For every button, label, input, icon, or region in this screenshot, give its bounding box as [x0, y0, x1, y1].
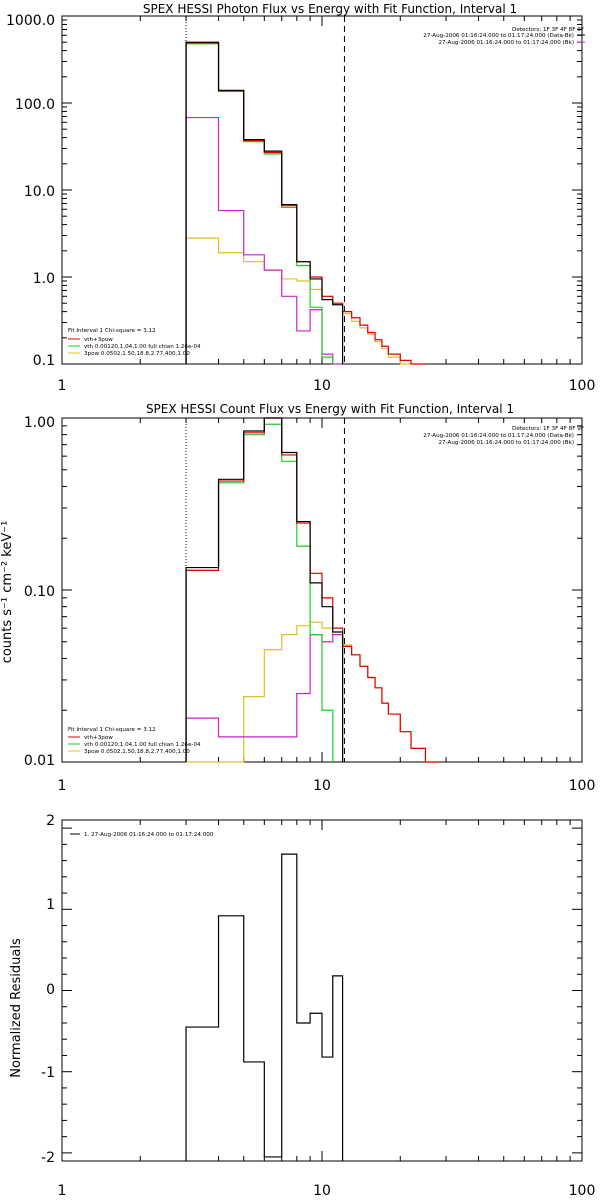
x-tick-1: 10 — [313, 778, 331, 794]
legend-top-entry-0: 27-Aug-2006 01:16:24.000 to 01:17:24.000… — [423, 433, 574, 439]
series-green-step — [185, 423, 334, 762]
series-yellow-step — [185, 237, 412, 365]
x-tick-2: 100 — [569, 778, 596, 794]
fit-legend-0: vth+3pow — [84, 735, 113, 741]
y-tick-0: 0.01 — [24, 753, 55, 769]
y-tick-3: 100.0 — [15, 97, 55, 113]
fit-legend-0: vth+3pow — [84, 337, 113, 343]
plot-frame — [61, 819, 583, 1162]
series-red-step — [185, 417, 439, 763]
series-black-step — [185, 853, 344, 1161]
x-tick-1: 10 — [313, 378, 331, 394]
series-yellow-step — [186, 621, 439, 763]
y-tick-2: 1.00 — [24, 415, 55, 431]
count-flux-panel: SPEX HESSI Count Flux vs Energy with Fit… — [0, 34, 596, 794]
y-axis-label: counts s⁻¹ cm⁻² keV⁻¹ — [0, 521, 15, 664]
x-tick-1: 10 — [313, 1183, 331, 1199]
x-tick-2: 100 — [569, 378, 596, 394]
photon-flux-title: SPEX HESSI Photon Flux vs Energy with Fi… — [143, 2, 517, 16]
y-tick-1: 1.0 — [33, 271, 55, 287]
series-green-step — [185, 43, 334, 364]
fit-header: Fit Interval 1 Chi-square = 3.12 — [68, 328, 156, 334]
y-tick-2: 10.0 — [24, 184, 55, 200]
fit-legend-2: 3pow 0.0502,1.50,18.8,2.77,400,1.00 — [84, 351, 190, 357]
residuals-legend-entry: 1. 27-Aug-2006 01:16:24.000 to 01:17:24.… — [84, 832, 214, 838]
legend-top-entry-1: 27-Aug-2006 01:16:24.000 to 01:17:24.000… — [438, 40, 574, 46]
y-tick-0: 0.1 — [33, 353, 55, 369]
x-tick-0: 1 — [58, 778, 67, 794]
fit-legend-1: vth 0.00120,1.04,1.00 full chian 1.26e-0… — [84, 344, 201, 350]
y-tick-4: 2 — [46, 813, 55, 829]
y-tick-0: -2 — [41, 1150, 55, 1166]
fit-header: Fit Interval 1 Chi-square = 3.12 — [68, 727, 156, 733]
fit-legend-2: 3pow 0.0502,1.50,18.8,2.77,400,1.00 — [84, 749, 190, 755]
fit-legend-1: vth 0.00120,1.04,1.00 full chian 1.26e-0… — [84, 742, 201, 748]
series-red-step — [185, 42, 426, 365]
residuals-panel: 1. 27-Aug-2006 01:16:24.000 to 01:17:24.… — [9, 813, 595, 1199]
y-tick-1: 0.10 — [24, 584, 55, 600]
series-magenta-step — [185, 634, 344, 762]
detectors-label: Detectors: 1F 3F 4F 8F 9F — [512, 27, 584, 33]
y-tick-3: 1 — [46, 897, 55, 913]
x-tick-0: 1 — [58, 378, 67, 394]
count-flux-title: SPEX HESSI Count Flux vs Energy with Fit… — [146, 402, 514, 416]
x-tick-0: 1 — [58, 1183, 67, 1199]
y-tick-4: 1000.0 — [6, 13, 55, 29]
series-black-step — [185, 417, 344, 762]
legend-top-entry-0: 27-Aug-2006 01:16:24.000 to 01:17:24.000… — [423, 33, 574, 39]
series-magenta-step — [185, 116, 343, 365]
photon-flux-panel: SPEX HESSI Photon Flux vs Energy with Fi… — [6, 2, 595, 394]
detectors-label: Detectors: 1F 3F 4F 8F 9F — [512, 426, 584, 432]
y-axis-label: Normalized Residuals — [9, 938, 24, 1078]
y-tick-1: -1 — [41, 1065, 55, 1081]
series-black-step — [185, 41, 344, 364]
legend-top-entry-1: 27-Aug-2006 01:16:24.000 to 01:17:24.000… — [438, 440, 574, 446]
y-tick-2: 0 — [46, 982, 55, 998]
x-tick-2: 100 — [569, 1183, 596, 1199]
